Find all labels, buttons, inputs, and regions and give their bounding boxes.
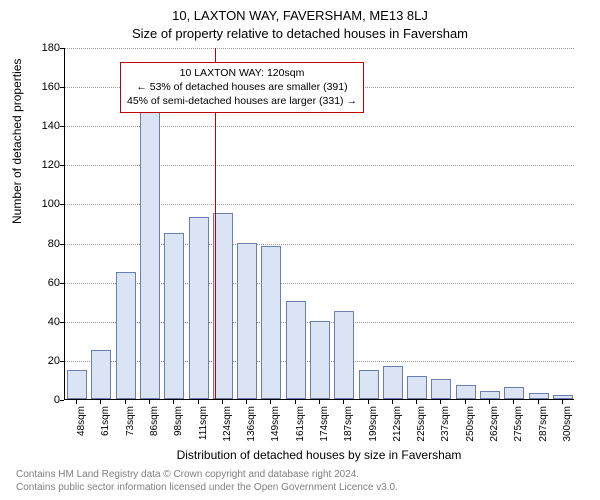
histogram-bar [67,370,87,399]
y-axis-label: Number of detached properties [10,59,24,224]
ytick-label: 120 [24,159,60,171]
histogram-bar [456,385,476,399]
xtick-mark [198,400,199,404]
xtick-mark [319,400,320,404]
xtick-mark [465,400,466,404]
gridline [65,48,574,49]
xtick-mark [149,400,150,404]
xtick-mark [295,400,296,404]
ytick-label: 60 [24,277,60,289]
xtick-mark [270,400,271,404]
histogram-bar [480,391,500,399]
xtick-label: 61sqm [100,406,111,450]
histogram-bar [140,112,160,399]
xtick-mark [100,400,101,404]
histogram-bar [310,321,330,399]
xtick-mark [368,400,369,404]
histogram-bar [359,370,379,399]
xtick-label: 250sqm [465,406,476,450]
xtick-label: 98sqm [173,406,184,450]
xtick-label: 149sqm [270,406,281,450]
ytick-mark [60,361,64,362]
ytick-mark [60,283,64,284]
histogram-bar [286,301,306,399]
xtick-mark [125,400,126,404]
xtick-mark [173,400,174,404]
xtick-label: 287sqm [538,406,549,450]
xtick-mark [562,400,563,404]
ytick-label: 40 [24,316,60,328]
xtick-label: 275sqm [513,406,524,450]
xtick-mark [416,400,417,404]
ytick-label: 140 [24,120,60,132]
xtick-label: 187sqm [343,406,354,450]
xtick-mark [246,400,247,404]
histogram-bar [334,311,354,399]
annotation-line3: 45% of semi-detached houses are larger (… [127,94,357,108]
x-axis-label: Distribution of detached houses by size … [64,448,574,462]
annotation-line2: ← 53% of detached houses are smaller (39… [127,80,357,94]
ytick-mark [60,244,64,245]
histogram-bar [431,379,451,399]
histogram-bar [164,233,184,399]
xtick-mark [440,400,441,404]
histogram-bar [189,217,209,399]
xtick-label: 86sqm [149,406,160,450]
ytick-label: 0 [24,394,60,406]
ytick-label: 180 [24,42,60,54]
histogram-bar [237,243,257,399]
xtick-mark [76,400,77,404]
xtick-mark [222,400,223,404]
footer-attribution: Contains HM Land Registry data © Crown c… [16,469,398,494]
xtick-label: 225sqm [416,406,427,450]
ytick-label: 160 [24,81,60,93]
ytick-mark [60,204,64,205]
ytick-mark [60,126,64,127]
xtick-label: 136sqm [246,406,257,450]
xtick-label: 73sqm [125,406,136,450]
footer-line2: Contains public sector information licen… [16,482,398,495]
xtick-mark [513,400,514,404]
ytick-mark [60,322,64,323]
annotation-line1: 10 LAXTON WAY: 120sqm [127,66,357,80]
xtick-label: 111sqm [198,406,209,450]
xtick-mark [343,400,344,404]
xtick-label: 174sqm [319,406,330,450]
histogram-bar [407,376,427,399]
chart-subtitle: Size of property relative to detached ho… [0,26,600,41]
histogram-bar [553,395,573,399]
histogram-bar [529,393,549,399]
xtick-mark [489,400,490,404]
xtick-label: 212sqm [392,406,403,450]
histogram-bar [504,387,524,399]
histogram-bar [116,272,136,399]
ytick-label: 80 [24,238,60,250]
histogram-bar [91,350,111,399]
histogram-bar [261,246,281,399]
ytick-mark [60,87,64,88]
ytick-mark [60,48,64,49]
xtick-label: 161sqm [295,406,306,450]
xtick-label: 124sqm [222,406,233,450]
xtick-mark [392,400,393,404]
histogram-bar [383,366,403,399]
ytick-mark [60,400,64,401]
ytick-label: 20 [24,355,60,367]
xtick-label: 48sqm [76,406,87,450]
xtick-label: 237sqm [440,406,451,450]
annotation-box: 10 LAXTON WAY: 120sqm ← 53% of detached … [120,62,364,113]
xtick-label: 199sqm [368,406,379,450]
xtick-label: 262sqm [489,406,500,450]
ytick-label: 100 [24,198,60,210]
footer-line1: Contains HM Land Registry data © Crown c… [16,469,398,482]
page-root: 10, LAXTON WAY, FAVERSHAM, ME13 8LJ Size… [0,0,600,500]
xtick-label: 300sqm [562,406,573,450]
address-title: 10, LAXTON WAY, FAVERSHAM, ME13 8LJ [0,8,600,23]
ytick-mark [60,165,64,166]
xtick-mark [538,400,539,404]
